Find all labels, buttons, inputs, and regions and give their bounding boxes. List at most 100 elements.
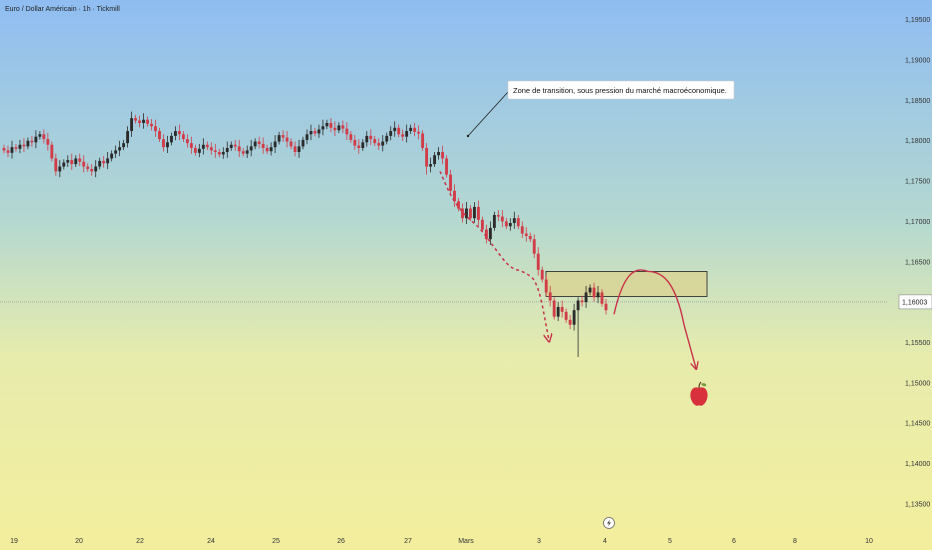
candle-body [469,208,472,219]
candle-body [600,292,604,304]
candle-body [536,253,540,270]
candle-body [457,201,460,209]
annotation-text: Zone de transition, sous pression du mar… [513,86,727,95]
annotation-box[interactable] [507,80,735,100]
candle-body [441,152,444,159]
candle-body [249,146,253,151]
candle-body [325,122,329,127]
candle-body [62,162,66,167]
x-tick-label: 26 [337,538,345,545]
y-tick-label: 1,17000 [905,219,930,226]
candle-body [237,146,241,152]
candle-body [18,144,22,149]
annotation-connector [467,91,509,137]
candle-body [130,118,134,132]
candle-body [532,239,536,254]
candle-body [449,174,452,191]
candle-body [568,319,572,325]
candle-body [110,153,114,159]
candle-body [193,147,197,153]
lightning-icon[interactable] [603,517,615,529]
x-tick-label: 6 [732,538,736,545]
candle-body [453,190,456,202]
x-tick-label: 20 [75,538,83,545]
candle-body [429,164,433,167]
candle-body [604,303,608,311]
x-tick-label: 27 [404,538,412,545]
candle-body [381,141,385,146]
candle-body [225,147,229,153]
candle-body [285,137,289,142]
candle-body [118,147,122,151]
candle-body [30,140,34,143]
candle-body [205,144,209,148]
candle-body [393,127,397,132]
candle-body [162,139,165,148]
candle-body [54,158,58,172]
candle-body [86,166,90,169]
candle-body [349,134,353,140]
candle-body [520,226,524,234]
candle-body [158,131,161,140]
candle-body [98,160,102,167]
candle-body [22,144,26,147]
candle-body [106,158,110,164]
candle-body [50,144,54,159]
x-tick-label: Mars [458,538,474,545]
candle-body [261,143,265,148]
candle-body [269,147,273,152]
candle-body [273,141,277,148]
candle-body [500,216,504,222]
candle-body [572,310,576,325]
x-tick-label: 3 [537,538,541,545]
candle-body [281,135,285,138]
candle-body [66,160,70,163]
apple-body [690,387,708,406]
transition-zone-box[interactable] [545,271,708,297]
candle-body [409,127,413,132]
y-tick-label: 1,19000 [905,58,930,65]
x-tick-label: 4 [603,538,607,545]
candle-body [341,125,345,129]
candle-body [309,131,313,135]
y-tick-label: 1,16500 [905,259,930,266]
candle-body [425,147,429,167]
candle-body [321,126,325,130]
candle-body [576,300,580,311]
candle-body [26,140,30,147]
candle-body [476,206,480,220]
candle-body [90,168,94,172]
candle-body [46,139,50,145]
candle-body [34,136,38,143]
candle-body [461,208,464,219]
candle-body [417,131,421,134]
candle-body [329,122,333,128]
candle-body [405,131,409,137]
candle-body [317,129,321,134]
candle-body [10,147,14,153]
candle-body [361,142,365,148]
apple-stem [698,381,702,389]
y-tick-label: 1,15500 [905,340,930,347]
current-price-tag [898,294,932,310]
candle-body [496,214,500,217]
candle-body [2,147,6,151]
candle-body [185,139,189,144]
candle-body [70,160,74,165]
candle-body [305,134,309,140]
candle-body [126,131,130,144]
bearish-solid-projection-arrow [613,269,696,368]
candle-body [389,131,393,136]
candle-body [584,292,588,303]
candle-body [134,118,137,121]
x-tick-label: 19 [10,538,18,545]
candle-body [592,287,596,298]
candle-body [564,311,568,320]
candle-body [560,306,564,312]
candle-body [596,292,600,298]
candle-body [142,119,145,123]
candle-body [516,218,520,227]
candle-body [177,131,181,135]
